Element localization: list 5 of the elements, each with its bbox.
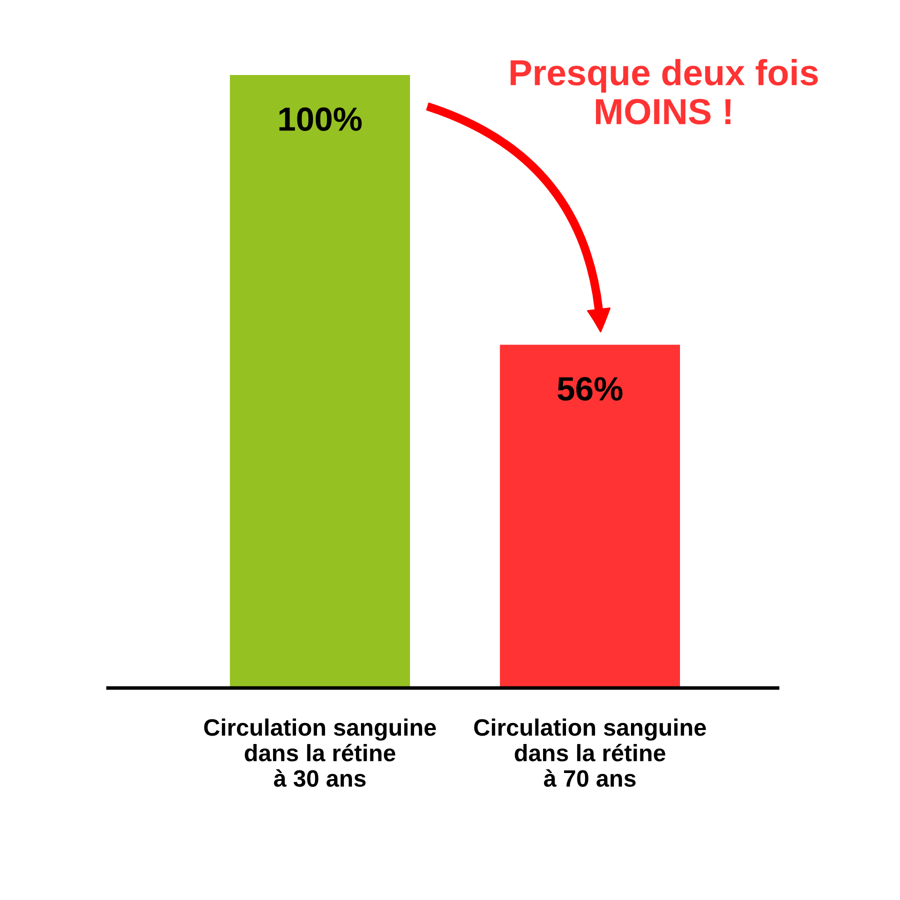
x-tick-label: Circulation sanguine dans la rétine à 30 ans — [204, 718, 436, 787]
data-label: 56% — [558, 377, 622, 401]
annotation: Presque deux fois MOINS ! — [510, 59, 818, 124]
data-label: 100% — [279, 107, 362, 131]
x-tick-label: Circulation sanguine dans la rétine à 70 ans — [474, 718, 706, 787]
